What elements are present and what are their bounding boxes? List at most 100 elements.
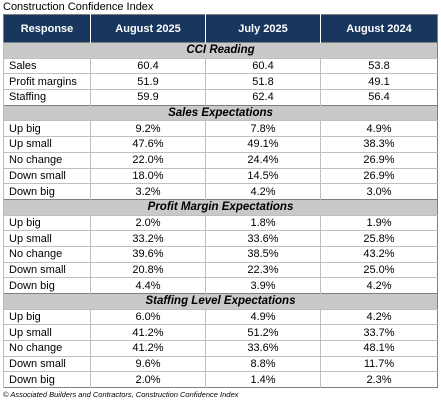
cell: 4.2% xyxy=(320,277,438,294)
column-header: August 2024 xyxy=(320,14,438,43)
cell: 51.9 xyxy=(90,73,206,90)
cell: 3.9% xyxy=(205,277,321,294)
row-label: Up small xyxy=(3,230,91,247)
cell: 22.3% xyxy=(205,261,321,278)
cell: 4.2% xyxy=(205,183,321,200)
cell: 39.6% xyxy=(90,245,206,263)
cell: 33.6% xyxy=(205,230,321,247)
section-heading: Profit Margin Expectations xyxy=(3,198,438,216)
row-label: No change xyxy=(3,340,91,357)
section-row: CCI Reading xyxy=(3,42,438,59)
cell: 9.2% xyxy=(90,120,206,137)
row-label: Down big xyxy=(3,277,91,294)
table-body: CCI Reading Sales 60.4 60.4 53.8 Profit margi… xyxy=(3,42,438,388)
row-label: Up small xyxy=(3,136,91,153)
cell: 33.7% xyxy=(320,324,438,341)
cell: 20.8% xyxy=(90,261,206,278)
cell: 41.2% xyxy=(90,340,206,357)
cell: 38.5% xyxy=(205,245,321,263)
data-row: Down big 3.2% 4.2% 3.0% xyxy=(3,183,438,200)
section-heading: Staffing Level Expectations xyxy=(3,293,438,310)
cell: 8.8% xyxy=(205,355,321,372)
table-head: Response August 2025 July 2025 August 2024 xyxy=(3,14,438,43)
row-label: Sales xyxy=(3,57,91,74)
cell: 2.0% xyxy=(90,214,206,231)
cell: 25.0% xyxy=(320,261,438,278)
data-row: Staffing 59.9 62.4 56.4 xyxy=(3,89,438,106)
row-label: Up big xyxy=(3,214,91,231)
data-row: Profit margins 51.9 51.8 49.1 xyxy=(3,73,438,90)
data-row: Up small 33.2% 33.6% 25.8% xyxy=(3,230,438,247)
cell: 4.9% xyxy=(205,308,321,325)
cell: 18.0% xyxy=(90,167,206,184)
row-label: Down small xyxy=(3,261,91,278)
data-row: Up small 41.2% 51.2% 33.7% xyxy=(3,324,438,341)
cell: 41.2% xyxy=(90,324,206,341)
data-table: Response August 2025 July 2025 August 2024 … xyxy=(3,14,438,389)
row-label: Up big xyxy=(3,120,91,137)
cell: 60.4 xyxy=(205,57,321,74)
row-label: Staffing xyxy=(3,89,91,106)
cell: 2.0% xyxy=(90,371,206,388)
data-row: Up big 2.0% 1.8% 1.9% xyxy=(3,214,438,231)
cell: 1.4% xyxy=(205,371,321,388)
section-row: Staffing Level Expectations xyxy=(3,293,438,310)
row-label: Down small xyxy=(3,355,91,372)
cell: 56.4 xyxy=(320,89,438,106)
section-heading: CCI Reading xyxy=(3,42,438,59)
cell: 2.3% xyxy=(320,371,438,388)
cell: 59.9 xyxy=(90,89,206,106)
cell: 33.2% xyxy=(90,230,206,247)
row-label: Down big xyxy=(3,183,91,200)
data-row: Down small 20.8% 22.3% 25.0% xyxy=(3,261,438,278)
data-row: No change 41.2% 33.6% 48.1% xyxy=(3,340,438,357)
data-row: No change 22.0% 24.4% 26.9% xyxy=(3,151,438,168)
cell: 3.2% xyxy=(90,183,206,200)
cell: 49.1 xyxy=(320,73,438,90)
section-row: Sales Expectations xyxy=(3,104,438,121)
row-label: No change xyxy=(3,245,91,263)
cell: 4.9% xyxy=(320,120,438,137)
row-label: Up small xyxy=(3,324,91,341)
cell: 26.9% xyxy=(320,151,438,168)
cell: 38.3% xyxy=(320,136,438,153)
cell: 4.4% xyxy=(90,277,206,294)
row-label: No change xyxy=(3,151,91,168)
cell: 26.9% xyxy=(320,167,438,184)
cell: 22.0% xyxy=(90,151,206,168)
cell: 6.0% xyxy=(90,308,206,325)
cell: 51.8 xyxy=(205,73,321,90)
header-row: Response August 2025 July 2025 August 2024 xyxy=(3,14,438,43)
data-row: Sales 60.4 60.4 53.8 xyxy=(3,57,438,74)
data-row: No change 39.6% 38.5% 43.2% xyxy=(3,245,438,263)
cell: 51.2% xyxy=(205,324,321,341)
data-row: Down big 2.0% 1.4% 2.3% xyxy=(3,371,438,388)
cell: 49.1% xyxy=(205,136,321,153)
cell: 33.6% xyxy=(205,340,321,357)
section-heading: Sales Expectations xyxy=(3,104,438,121)
cell: 47.6% xyxy=(90,136,206,153)
column-header: August 2025 xyxy=(90,14,206,43)
cell: 14.5% xyxy=(205,167,321,184)
row-label: Up big xyxy=(3,308,91,325)
cell: 3.0% xyxy=(320,183,438,200)
cell: 4.2% xyxy=(320,308,438,325)
cell: 48.1% xyxy=(320,340,438,357)
cell: 11.7% xyxy=(320,355,438,372)
cell: 7.8% xyxy=(205,120,321,137)
cell: 1.8% xyxy=(205,214,321,231)
cell: 1.9% xyxy=(320,214,438,231)
column-header: July 2025 xyxy=(205,14,321,43)
title: Construction Confidence Index xyxy=(3,1,154,13)
cell: 24.4% xyxy=(205,151,321,168)
row-label: Down small xyxy=(3,167,91,184)
cell: 25.8% xyxy=(320,230,438,247)
row-label: Down big xyxy=(3,371,91,388)
row-label: Profit margins xyxy=(3,73,91,90)
data-row: Down small 9.6% 8.8% 11.7% xyxy=(3,355,438,372)
cell: 53.8 xyxy=(320,57,438,74)
data-row: Up big 6.0% 4.9% 4.2% xyxy=(3,308,438,325)
cell: 62.4 xyxy=(205,89,321,106)
footer: © Associated Builders and Contractors, C… xyxy=(3,390,239,399)
